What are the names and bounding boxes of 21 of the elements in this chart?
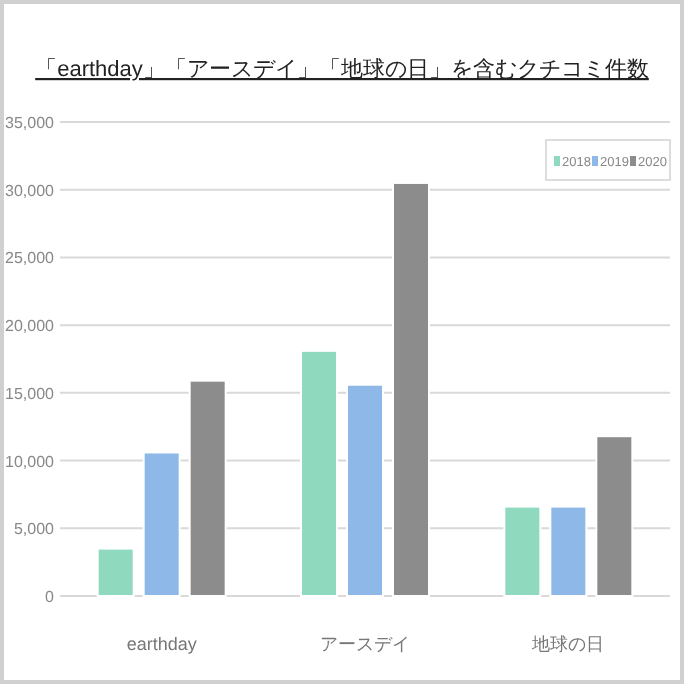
y-tick-label: 30,000 [5, 181, 56, 200]
chart-title: 「earthday」「アースデイ」「地球の日」を含むクチコミ件数 [35, 56, 649, 82]
bar [392, 181, 430, 597]
bar [503, 505, 542, 597]
bar [300, 349, 338, 597]
y-tick-label: 20,000 [5, 317, 56, 336]
bar [96, 547, 135, 597]
y-tick-label: 35,000 [5, 114, 56, 132]
bar [595, 435, 634, 597]
x-tick-label: 地球の日 [530, 634, 605, 654]
y-tick-label: 25,000 [5, 249, 56, 268]
bar [549, 505, 588, 597]
y-tick-label: 15,000 [5, 384, 56, 403]
y-tick-label: 10,000 [5, 452, 56, 471]
bar [142, 451, 181, 597]
y-tick-label: 0 [45, 588, 56, 606]
x-tick-label: アースデイ [320, 634, 410, 654]
bar [346, 383, 384, 597]
x-tick-label: earthday [126, 634, 198, 654]
y-tick-label: 5,000 [13, 520, 56, 539]
bar [188, 379, 227, 597]
